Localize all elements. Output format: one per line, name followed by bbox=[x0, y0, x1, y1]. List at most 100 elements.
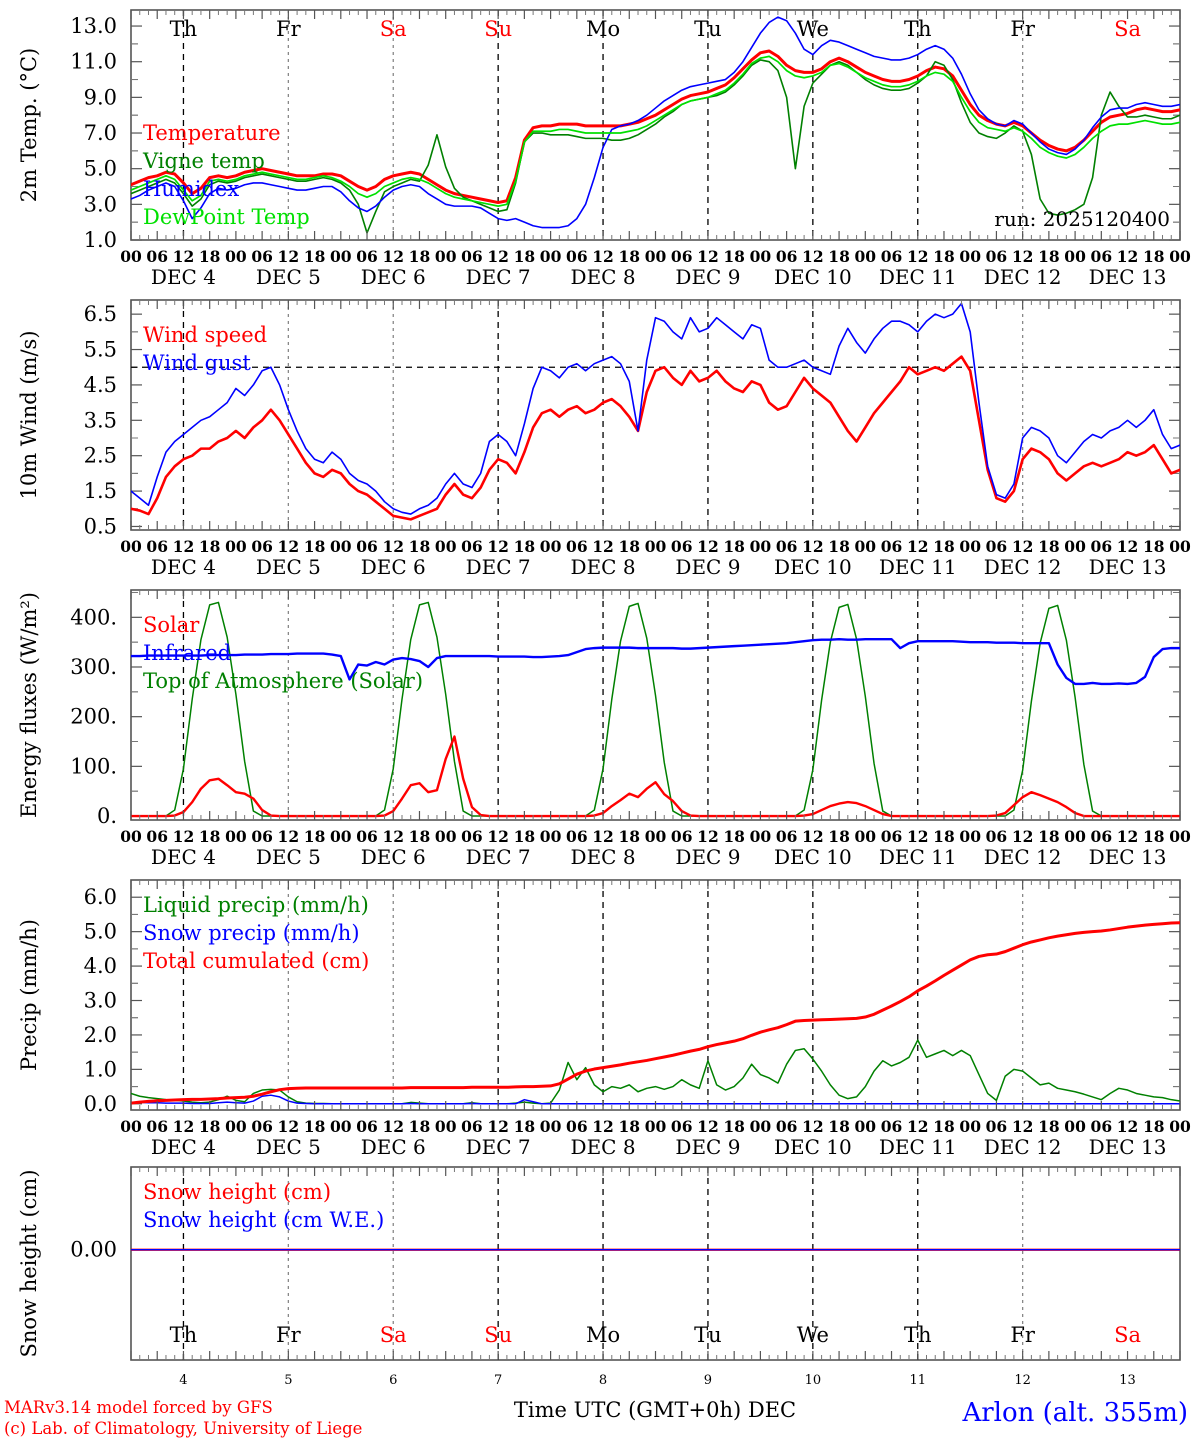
hour-tick-label: 06 bbox=[986, 247, 1008, 266]
hour-tick-label: 06 bbox=[881, 247, 903, 266]
hour-tick-label: 12 bbox=[1117, 537, 1139, 556]
hour-tick-label: 18 bbox=[514, 247, 536, 266]
series-snow-precip-mm-h- bbox=[131, 1094, 1180, 1105]
hour-tick-label: 00 bbox=[1064, 827, 1086, 846]
hour-tick-label: 18 bbox=[723, 537, 745, 556]
hour-tick-label: 12 bbox=[1117, 827, 1139, 846]
hour-tick-label: 12 bbox=[697, 247, 719, 266]
hour-tick-label: 12 bbox=[592, 247, 614, 266]
hour-tick-label: 18 bbox=[618, 827, 640, 846]
day-name-label: Sa bbox=[380, 17, 407, 41]
hour-tick-label: 00 bbox=[435, 1117, 457, 1136]
hour-tick-label: 00 bbox=[540, 1117, 562, 1136]
day-name-label: Sa bbox=[380, 1323, 407, 1347]
y-tick-label: 1.5 bbox=[84, 479, 117, 503]
y-tick-label: 0.5 bbox=[84, 514, 117, 538]
hour-tick-label: 06 bbox=[566, 1117, 588, 1136]
hour-tick-label: 06 bbox=[146, 827, 168, 846]
y-tick-label: 0. bbox=[97, 804, 117, 828]
hour-tick-label: 12 bbox=[802, 247, 824, 266]
date-tick-label: DEC 13 bbox=[1089, 555, 1167, 579]
legend-entry-energy-1: Infrared bbox=[143, 641, 231, 665]
hour-tick-label: 00 bbox=[330, 537, 352, 556]
hour-tick-label: 00 bbox=[330, 1117, 352, 1136]
panel-ylabel-precip: Precip (mm/h) bbox=[17, 919, 41, 1071]
series-wind-gust bbox=[131, 302, 1180, 515]
hour-tick-label: 18 bbox=[933, 1117, 955, 1136]
y-tick-label: 0.00 bbox=[70, 1238, 117, 1262]
hour-tick-label: 18 bbox=[304, 827, 326, 846]
hour-tick-label: 12 bbox=[278, 247, 300, 266]
hour-tick-label: 00 bbox=[120, 827, 142, 846]
hour-tick-label: 00 bbox=[959, 247, 981, 266]
date-tick-label: DEC 10 bbox=[774, 845, 852, 869]
hour-tick-label: 00 bbox=[750, 1117, 772, 1136]
panel-ylabel-wind: 10m Wind (m/s) bbox=[17, 330, 41, 499]
hour-tick-label: 06 bbox=[671, 247, 693, 266]
day-number-label: 11 bbox=[909, 1373, 926, 1388]
y-tick-label: 4.0 bbox=[84, 954, 117, 978]
legend-entry-temperature-2: Humidex bbox=[143, 177, 239, 201]
hour-tick-label: 06 bbox=[986, 1117, 1008, 1136]
hour-tick-label: 12 bbox=[487, 537, 509, 556]
hour-tick-label: 12 bbox=[907, 247, 929, 266]
y-tick-label: 100. bbox=[70, 754, 117, 778]
hour-tick-label: 12 bbox=[697, 827, 719, 846]
date-tick-label: DEC 11 bbox=[879, 555, 957, 579]
y-tick-label: 13.0 bbox=[70, 14, 117, 38]
hour-tick-label: 12 bbox=[278, 1117, 300, 1136]
hour-tick-label: 18 bbox=[933, 537, 955, 556]
date-tick-label: DEC 6 bbox=[361, 845, 426, 869]
station-label: Arlon (alt. 355m) bbox=[961, 1398, 1188, 1428]
day-number-label: 8 bbox=[599, 1373, 607, 1388]
date-tick-label: DEC 8 bbox=[571, 1135, 636, 1159]
date-tick-label: DEC 7 bbox=[466, 1135, 531, 1159]
date-tick-label: DEC 10 bbox=[774, 555, 852, 579]
y-tick-label: 1.0 bbox=[84, 228, 117, 252]
series-infrared bbox=[131, 637, 1180, 686]
y-tick-label: 6.5 bbox=[84, 302, 117, 326]
hour-tick-label: 00 bbox=[435, 827, 457, 846]
hour-tick-label: 06 bbox=[251, 1117, 273, 1136]
hour-tick-label: 00 bbox=[750, 247, 772, 266]
y-tick-label: 200. bbox=[70, 705, 117, 729]
hour-tick-label: 06 bbox=[461, 537, 483, 556]
hour-tick-label: 00 bbox=[1169, 1117, 1191, 1136]
hour-tick-label: 18 bbox=[1143, 247, 1165, 266]
hour-tick-label: 18 bbox=[199, 827, 221, 846]
series-total-cumulated-cm- bbox=[131, 921, 1180, 1105]
y-tick-label: 0.0 bbox=[84, 1092, 117, 1116]
series-group-energy bbox=[131, 601, 1180, 818]
date-tick-label: DEC 13 bbox=[1089, 845, 1167, 869]
day-name-label: Th bbox=[170, 1323, 198, 1347]
hour-tick-label: 18 bbox=[304, 1117, 326, 1136]
day-name-label: Th bbox=[170, 17, 198, 41]
hour-tick-label: 00 bbox=[330, 827, 352, 846]
series-temperature bbox=[131, 49, 1180, 205]
hour-tick-label: 06 bbox=[356, 1117, 378, 1136]
hour-tick-label: 12 bbox=[802, 1117, 824, 1136]
hour-tick-label: 00 bbox=[645, 537, 667, 556]
day-name-label: Fr bbox=[276, 1323, 302, 1347]
hour-tick-label: 06 bbox=[356, 537, 378, 556]
hour-tick-label: 18 bbox=[304, 537, 326, 556]
hour-tick-label: 00 bbox=[645, 247, 667, 266]
hour-tick-label: 00 bbox=[645, 1117, 667, 1136]
series-group-wind bbox=[131, 302, 1180, 521]
date-tick-label: DEC 5 bbox=[256, 555, 321, 579]
day-name-label: Sa bbox=[1114, 17, 1141, 41]
y-tick-label: 3.0 bbox=[84, 989, 117, 1013]
hour-tick-label: 18 bbox=[828, 537, 850, 556]
hour-tick-label: 00 bbox=[1169, 827, 1191, 846]
hour-tick-label: 18 bbox=[409, 827, 431, 846]
legend-entry-wind-0: Wind speed bbox=[143, 323, 267, 347]
day-name-label: Th bbox=[904, 17, 932, 41]
day-name-label: Su bbox=[484, 1323, 512, 1347]
hour-tick-label: 12 bbox=[173, 537, 195, 556]
hour-tick-label: 12 bbox=[592, 1117, 614, 1136]
hour-tick-label: 06 bbox=[1091, 1117, 1113, 1136]
hour-tick-label: 18 bbox=[199, 1117, 221, 1136]
legend-entry-temperature-1: Vigne temp bbox=[142, 149, 265, 173]
hour-tick-label: 06 bbox=[881, 1117, 903, 1136]
